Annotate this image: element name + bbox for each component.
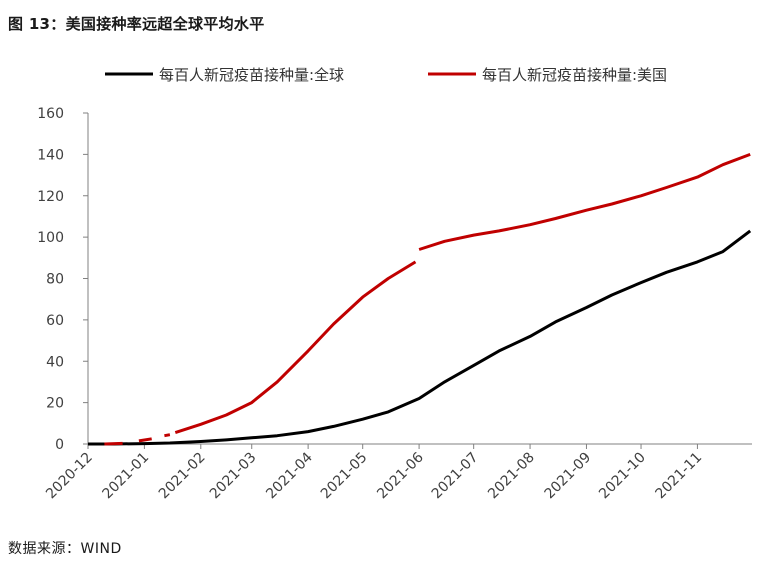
x-tick-label: 2021-05 bbox=[318, 450, 371, 503]
y-tick-label: 140 bbox=[37, 147, 64, 163]
legend-label-global: 每百人新冠疫苗接种量:全球 bbox=[159, 66, 344, 84]
x-tick-label: 2021-08 bbox=[485, 450, 538, 503]
figure-source: 数据来源：WIND bbox=[8, 541, 122, 557]
x-tick-label: 2021-10 bbox=[596, 450, 649, 503]
legend: 每百人新冠疫苗接种量:全球 每百人新冠疫苗接种量:美国 bbox=[105, 66, 667, 84]
y-tick-group: 0 20 40 60 80 100 120 140 160 bbox=[37, 106, 88, 453]
y-tick-label: 160 bbox=[37, 106, 64, 122]
x-tick-label: 2021-06 bbox=[374, 449, 427, 502]
y-axis: 0 20 40 60 80 100 120 140 160 bbox=[37, 106, 89, 453]
x-tick-label: 2020-12 bbox=[43, 450, 96, 503]
line-chart: 每百人新冠疫苗接种量:全球 每百人新冠疫苗接种量:美国 0 20 40 60 80 100… bbox=[37, 66, 752, 502]
x-tick-label: 2021-03 bbox=[207, 450, 260, 503]
y-tick-label: 80 bbox=[46, 272, 64, 288]
series-layer bbox=[88, 152, 752, 446]
x-tick-label: 2021-02 bbox=[156, 450, 209, 503]
y-tick-label: 0 bbox=[55, 437, 64, 453]
y-tick-label: 40 bbox=[46, 354, 64, 370]
series-line-global bbox=[88, 229, 752, 446]
x-tick-label: 2021-07 bbox=[429, 450, 482, 503]
series-line-us bbox=[138, 437, 152, 443]
y-tick-label: 120 bbox=[37, 189, 64, 205]
y-tick-label: 100 bbox=[37, 230, 64, 246]
figure-title: 图 13：美国接种率远超全球平均水平 bbox=[8, 15, 265, 33]
x-tick-label: 2021-04 bbox=[263, 449, 316, 502]
series-line-us bbox=[174, 260, 417, 435]
y-tick-label: 60 bbox=[46, 313, 64, 329]
x-tick-label: 2021-01 bbox=[100, 450, 153, 503]
series-line-us bbox=[418, 152, 751, 251]
series-line-us bbox=[104, 441, 123, 446]
legend-label-us: 每百人新冠疫苗接种量:美国 bbox=[482, 66, 667, 84]
x-tick-label: 2021-11 bbox=[653, 450, 706, 503]
series-line-us bbox=[164, 433, 171, 438]
y-tick-label: 20 bbox=[46, 396, 64, 412]
x-tick-label: 2021-09 bbox=[542, 450, 595, 503]
